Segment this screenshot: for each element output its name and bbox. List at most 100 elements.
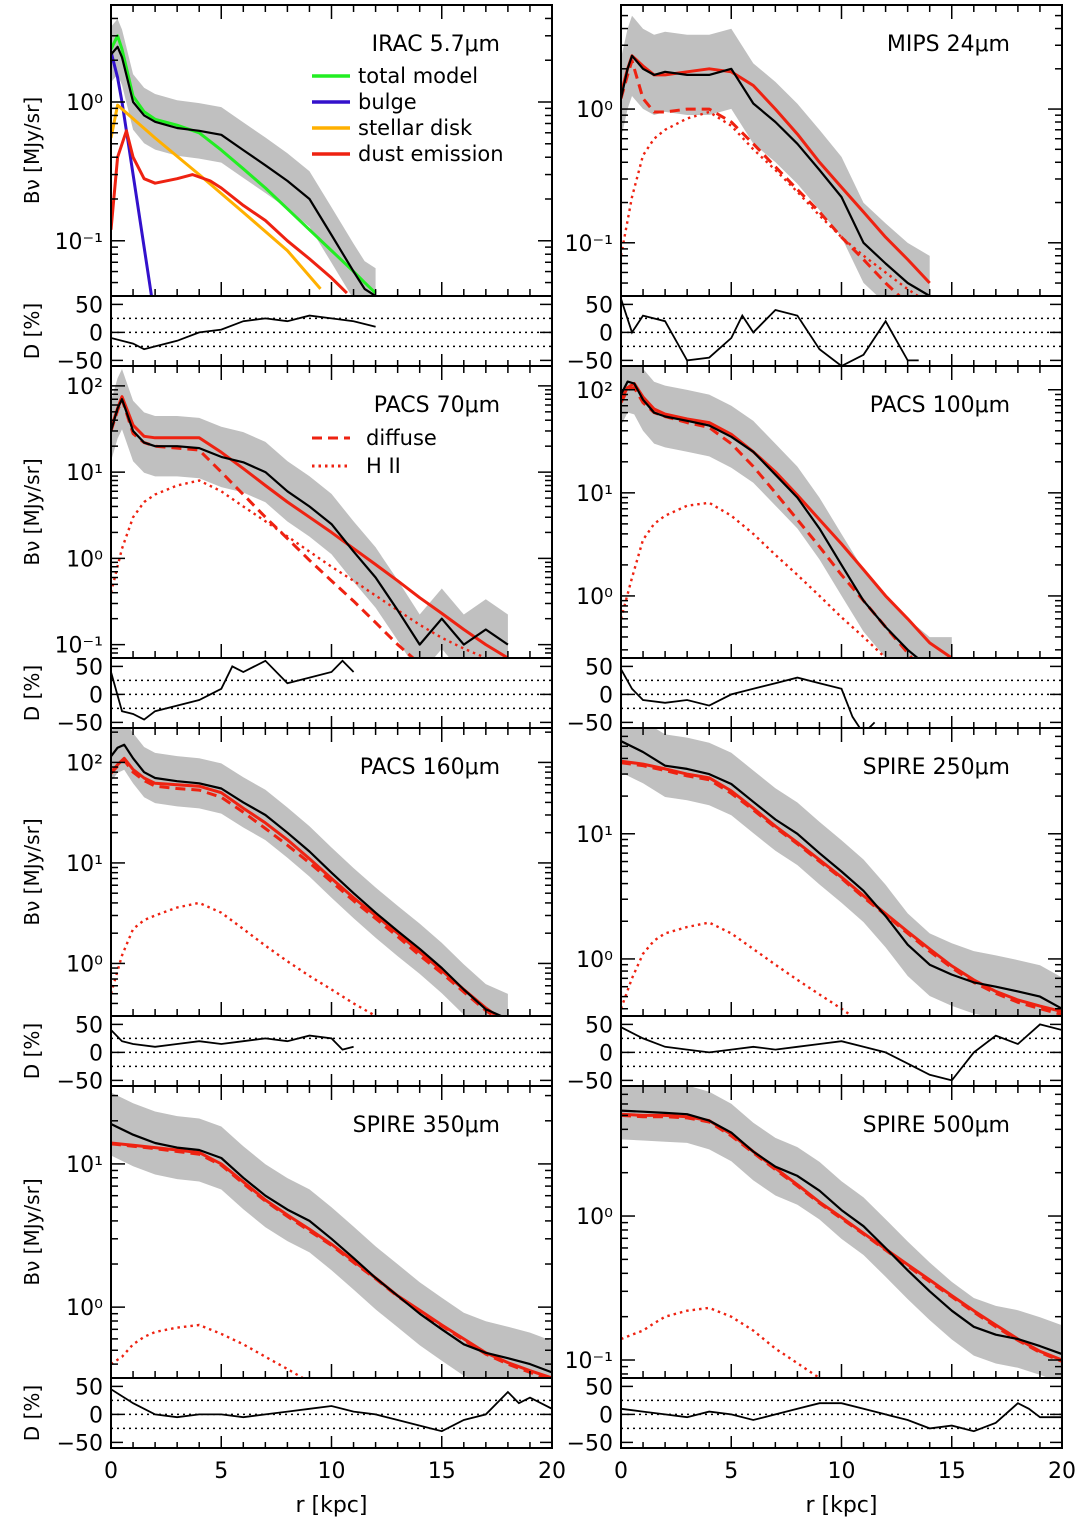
plot-area: [111, 728, 508, 1016]
uncertainty-band: [621, 1086, 1062, 1378]
panel-title: MIPS 24μm: [887, 32, 1010, 57]
residual-tick-label: −50: [57, 711, 103, 736]
x-tick-label: 5: [214, 1459, 228, 1484]
panel-5: 10² 10¹ 10⁰ PACS 160μm Bν [MJy/sr] 50 0 −50 D [%…: [20, 727, 553, 1094]
series-diffuse-line: [111, 758, 497, 1016]
series-stellar-disk-line: [111, 103, 322, 290]
plot-area: [621, 1086, 1062, 1378]
plot-area: [111, 369, 509, 658]
y-tick-label: 10⁻¹: [565, 232, 613, 257]
series-observed-line: [111, 398, 509, 646]
plot-area: [111, 19, 377, 296]
series-h-ii-line: [621, 921, 854, 1016]
y-tick-label: 10⁰: [576, 585, 613, 610]
uncertainty-band: [111, 1092, 552, 1378]
panel-title: PACS 100μm: [870, 393, 1010, 418]
legend-label: total model: [358, 64, 478, 88]
residual-panel: 50 0 −50: [567, 1013, 1063, 1094]
series-diffuse-line: [621, 59, 902, 296]
residual-axis-label: D [%]: [20, 665, 44, 721]
panel-title: SPIRE 250μm: [863, 755, 1010, 780]
series-diffuse-line: [111, 1142, 551, 1378]
residual-panel: 50 0 −50 D [%]: [20, 1013, 553, 1094]
series-diffuse-line: [111, 397, 416, 658]
x-tick-label: 15: [428, 1459, 456, 1484]
y-tick-label: 10²: [66, 751, 103, 776]
residual-tick-label: 50: [75, 293, 103, 318]
residual-tick-label: 50: [585, 1375, 613, 1400]
residual-tick-label: −50: [567, 349, 613, 374]
y-axis-label: Bν [MJy/sr]: [20, 97, 44, 204]
series-observed-line: [621, 380, 920, 658]
x-tick-label: 20: [1048, 1459, 1076, 1484]
panel-title: PACS 70μm: [374, 393, 500, 418]
residual-line: [111, 314, 376, 351]
residual-tick-label: −50: [57, 349, 103, 374]
series-observed-line: [621, 54, 931, 296]
residual-panel: 50 0 −50 D [%]: [20, 655, 553, 736]
y-tick-label: 10⁰: [66, 952, 103, 977]
y-axis-label: Bν [MJy/sr]: [20, 458, 44, 565]
series-total-model-line: [111, 34, 377, 295]
residual-tick-label: 0: [599, 321, 613, 346]
legend-label: stellar disk: [358, 116, 473, 140]
series-observed-line: [621, 740, 1062, 1010]
residual-tick-label: 0: [89, 321, 103, 346]
residual-axis-label: D [%]: [20, 1023, 44, 1079]
x-tick-label: 5: [724, 1459, 738, 1484]
panel-3: 10² 10¹ 10⁰ 10⁻¹ PACS 70μm Bν [MJy/sr] 50 0 −50 D…: [20, 365, 553, 736]
panel-6: 10¹ 10⁰ SPIRE 250μm 50 0 −50: [567, 727, 1063, 1094]
residual-line: [111, 1388, 552, 1433]
series-h-ii-line: [111, 901, 378, 1016]
residual-line: [111, 1029, 354, 1051]
y-tick-label: 10⁻¹: [55, 634, 103, 659]
series-diffuse-line: [621, 1113, 1062, 1363]
y-axis-label: Bν [MJy/sr]: [20, 1178, 44, 1285]
series-h-ii-line: [621, 501, 888, 658]
plot-area: [111, 1092, 552, 1378]
y-tick-label: 10¹: [576, 482, 613, 507]
y-tick-label: 10²: [576, 379, 613, 404]
residual-panel: 50 0 −50 D [%]: [20, 293, 553, 374]
residual-tick-label: −50: [567, 711, 613, 736]
panel-title: IRAC 5.7μm: [372, 32, 500, 57]
residual-tick-label: 0: [89, 1041, 103, 1066]
series-model-line: [621, 759, 1062, 1013]
y-axis-label: Bν [MJy/sr]: [20, 818, 44, 925]
x-axis-label: r [kpc]: [805, 1493, 877, 1518]
series-model-line: [111, 756, 500, 1016]
residual-tick-label: −50: [57, 1069, 103, 1094]
y-tick-label: 10⁰: [576, 948, 613, 973]
residual-tick-label: 0: [599, 1041, 613, 1066]
legend-label: diffuse: [366, 426, 437, 450]
x-tick-label: 15: [938, 1459, 966, 1484]
residual-line: [621, 1402, 1062, 1433]
y-tick-label: 10²: [66, 375, 103, 400]
residual-line: [621, 668, 876, 728]
series-observed-line: [111, 743, 504, 1016]
residual-tick-label: 0: [599, 683, 613, 708]
series-diffuse-line: [621, 761, 1062, 1016]
dust-legend: diffuse H II: [312, 426, 437, 478]
residual-tick-label: 50: [585, 655, 613, 680]
x-tick-label: 20: [538, 1459, 566, 1484]
residual-tick-label: 50: [75, 1375, 103, 1400]
x-tick-label: 10: [318, 1459, 346, 1484]
x-tick-label: 0: [104, 1459, 118, 1484]
residual-tick-label: 0: [89, 1403, 103, 1428]
series-observed-line: [111, 45, 377, 296]
series-model-line: [111, 395, 509, 658]
series-h-ii-line: [111, 1323, 306, 1378]
y-tick-label: 10⁰: [66, 91, 103, 116]
plot-area: [621, 366, 953, 658]
residual-line: [111, 659, 355, 721]
residual-tick-label: −50: [567, 1069, 613, 1094]
legend-label: bulge: [358, 90, 417, 114]
residual-tick-label: 50: [585, 1013, 613, 1038]
x-tick-label: 10: [828, 1459, 856, 1484]
